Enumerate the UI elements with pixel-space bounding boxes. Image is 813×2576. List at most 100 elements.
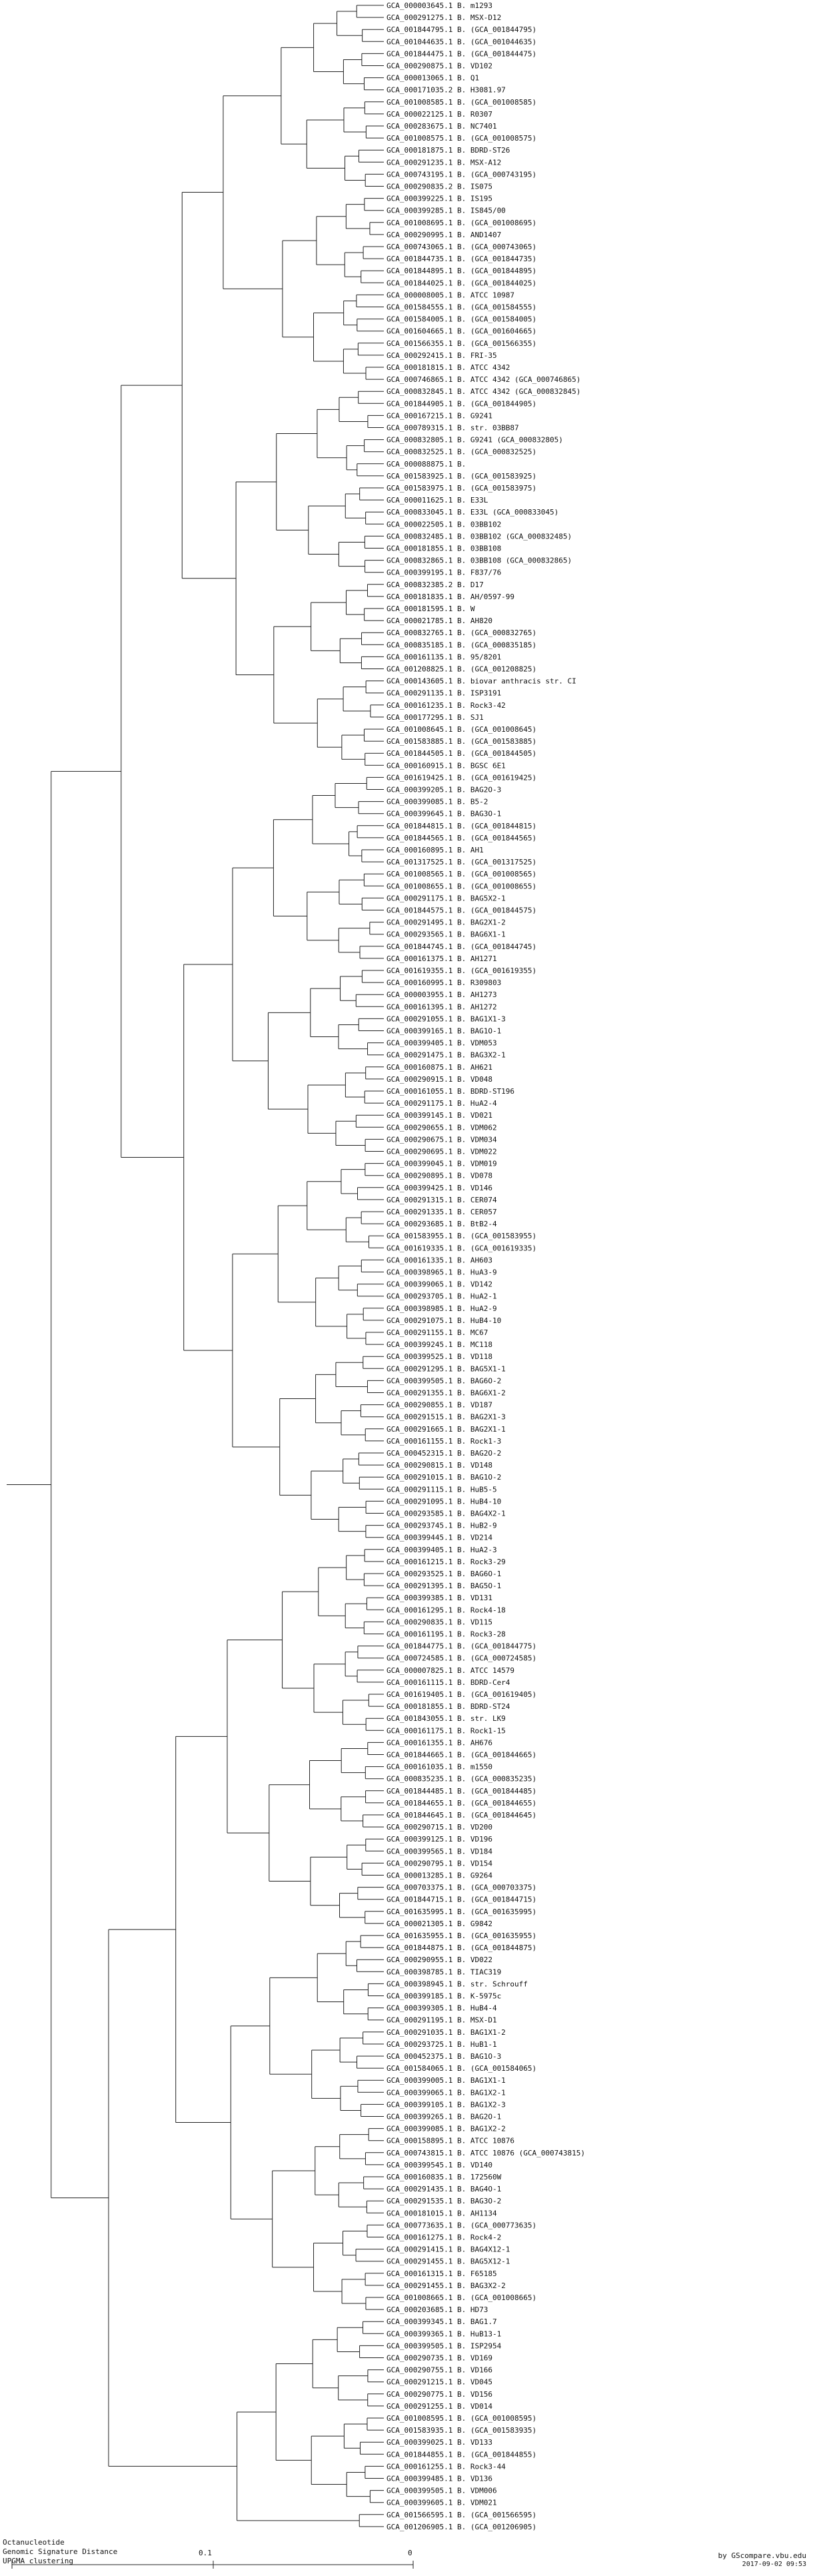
leaf-label: GCA_001844895.1 B. (GCA_001844895) (387, 267, 536, 275)
footer-method-line3: UPGMA clustering (3, 2557, 73, 2565)
leaf-label: GCA_000399065.1 B. VD142 (387, 1280, 492, 1289)
leaf-label: GCA_000399485.1 B. VD136 (387, 2475, 492, 2483)
leaf-label: GCA_001008585.1 B. (GCA_001008585) (387, 98, 536, 107)
leaf-label: GCA_000290915.1 B. VD048 (387, 1075, 492, 1084)
leaf-label: GCA_000291515.1 B. BAG2X1-3 (387, 1413, 506, 1422)
leaf-label: GCA_000835235.1 B. (GCA_000835235) (387, 1775, 536, 1784)
leaf-label: GCA_000160895.1 B. AH1 (387, 846, 484, 854)
leaf-label: GCA_000291055.1 B. BAG1X1-3 (387, 1014, 506, 1023)
leaf-label: GCA_001844905.1 B. (GCA_001844905) (387, 399, 536, 408)
footer-date: 2017-09-02 09:53 (742, 2561, 806, 2568)
leaf-label: GCA_000399405.1 B. HuA2-3 (387, 1546, 497, 1554)
leaf-label: GCA_001619425.1 B. (GCA_001619425) (387, 773, 536, 782)
leaf-label: GCA_000007825.1 B. ATCC 14579 (387, 1666, 514, 1675)
leaf-label: GCA_000003955.1 B. AH1273 (387, 990, 497, 999)
leaf-label: GCA_000291195.1 B. MSX-D1 (387, 2016, 497, 2025)
leaf-label: GCA_000013285.1 B. G9264 (387, 1872, 492, 1880)
distance-axis (11, 2561, 414, 2569)
leaf-label: GCA_000003645.1 B. m1293 (387, 1, 492, 10)
leaf-label: GCA_000398945.1 B. str. Schrouff (387, 1979, 528, 1988)
leaf-label: GCA_001208825.1 B. (GCA_001208825) (387, 665, 536, 674)
leaf-label: GCA_000160835.1 B. 172560W (387, 2173, 502, 2181)
leaf-label: GCA_000161395.1 B. AH1272 (387, 1002, 497, 1011)
leaf-label: GCA_000291015.1 B. BAG1O-2 (387, 1473, 501, 1482)
leaf-label: GCA_000789315.1 B. str. 03BB87 (387, 424, 519, 433)
leaf-label: GCA_000181855.1 B. 03BB108 (387, 545, 501, 553)
leaf-label: GCA_000832485.1 B. 03BB102 (GCA_00083248… (387, 532, 572, 541)
leaf-label: GCA_000290835.2 B. IS075 (387, 183, 492, 191)
leaf-label: GCA_000161355.1 B. AH676 (387, 1738, 492, 1747)
footer-credit: by GScompare.vbu.edu (718, 2551, 806, 2560)
leaf-label: GCA_000832805.1 B. G9241 (GCA_000832805) (387, 436, 563, 445)
leaf-label: GCA_000833045.1 B. E33L (GCA_000833045) (387, 508, 558, 517)
leaf-label: GCA_000290775.1 B. VD156 (387, 2390, 492, 2399)
leaf-label: GCA_001844565.1 B. (GCA_001844565) (387, 834, 536, 842)
leaf-label: GCA_000291455.1 B. BAG3X2-2 (387, 2281, 506, 2290)
leaf-label: GCA_000013065.1 B. Q1 (387, 74, 479, 83)
leaf-label: GCA_001584555.1 B. (GCA_001584555) (387, 303, 536, 312)
leaf-label: GCA_001008565.1 B. (GCA_001008565) (387, 870, 536, 878)
leaf-label: GCA_000291275.1 B. MSX-D12 (387, 13, 501, 22)
footer-method-line1: Octanucleotide (3, 2538, 65, 2547)
leaf-label: GCA_000743065.1 B. (GCA_000743065) (387, 243, 536, 251)
leaf-label: GCA_000399545.1 B. VD140 (387, 2161, 492, 2169)
leaf-label: GCA_000835185.1 B. (GCA_000835185) (387, 641, 536, 649)
leaf-label: GCA_000167215.1 B. G9241 (387, 411, 492, 420)
leaf-label: GCA_001844715.1 B. (GCA_001844715) (387, 1896, 536, 1904)
leaf-label: GCA_000832385.2 B. D17 (387, 581, 484, 589)
leaf-label: GCA_000399205.1 B. BAG2O-3 (387, 786, 501, 794)
leaf-label: GCA_000291435.1 B. BAG4O-1 (387, 2185, 501, 2193)
leaf-label: GCA_000290795.1 B. VD154 (387, 1859, 492, 1868)
leaf-label: GCA_000161155.1 B. Rock1-3 (387, 1437, 501, 1446)
leaf-label: GCA_000399065.1 B. BAG1X2-1 (387, 2088, 506, 2097)
leaf-label: GCA_001008645.1 B. (GCA_001008645) (387, 725, 536, 734)
leaf-label: GCA_000291395.1 B. BAG5O-1 (387, 1582, 501, 1590)
leaf-label: GCA_000290715.1 B. VD200 (387, 1823, 492, 1832)
leaf-label: GCA_000161135.1 B. 95/8201 (387, 652, 501, 661)
leaf-label: GCA_000161235.1 B. Rock3-42 (387, 701, 506, 710)
leaf-label: GCA_000291095.1 B. HuB4-10 (387, 1497, 501, 1506)
leaf-label: GCA_000399505.1 B. ISP2954 (387, 2341, 502, 2350)
leaf-label: GCA_000399085.1 B. BAG1X2-2 (387, 2125, 506, 2133)
dendrogram-branches (7, 5, 384, 2527)
leaf-label: GCA_000290755.1 B. VD166 (387, 2366, 492, 2375)
leaf-label: GCA_000292415.1 B. FRI-35 (387, 351, 497, 360)
leaf-label: GCA_000399265.1 B. BAG2O-1 (387, 2113, 501, 2121)
leaf-label: GCA_000283675.1 B. NC7401 (387, 122, 497, 131)
leaf-label: GCA_000399645.1 B. BAG3O-1 (387, 810, 501, 818)
leaf-label: GCA_000161055.1 B. BDRD-ST196 (387, 1087, 514, 1096)
leaf-label: GCA_000290895.1 B. VD078 (387, 1172, 492, 1180)
leaf-label: GCA_000291075.1 B. HuB4-10 (387, 1316, 501, 1325)
leaf-label: GCA_001008665.1 B. (GCA_001008665) (387, 2293, 536, 2302)
leaf-label: GCA_000291495.1 B. BAG2X1-2 (387, 918, 506, 927)
leaf-label: GCA_001583935.1 B. (GCA_001583935) (387, 2426, 536, 2435)
leaf-label: GCA_000399225.1 B. IS195 (387, 195, 492, 203)
leaf-label: GCA_001635955.1 B. (GCA_001635955) (387, 1932, 536, 1940)
leaf-label: GCA_000181015.1 B. AH1134 (387, 2209, 497, 2217)
leaf-label: GCA_000399045.1 B. VDM019 (387, 1160, 497, 1168)
leaf-label: GCA_000399305.1 B. HuB4-4 (387, 2004, 497, 2013)
leaf-label: GCA_001635995.1 B. (GCA_001635995) (387, 1908, 536, 1916)
leaf-label: GCA_000161115.1 B. BDRD-Cer4 (387, 1678, 510, 1687)
leaf-label: GCA_000291475.1 B. BAG3X2-1 (387, 1051, 506, 1060)
leaf-label: GCA_000399365.1 B. HuB13-1 (387, 2329, 501, 2338)
leaf-label: GCA_000161215.1 B. Rock3-29 (387, 1558, 506, 1566)
leaf-label: GCA_000290995.1 B. AND1407 (387, 231, 501, 239)
leaf-label: GCA_000011625.1 B. E33L (387, 496, 488, 505)
leaf-label: GCA_001844815.1 B. (GCA_001844815) (387, 822, 536, 830)
leaf-label: GCA_000291355.1 B. BAG6X1-2 (387, 1389, 506, 1398)
leaf-label: GCA_001844505.1 B. (GCA_001844505) (387, 749, 536, 758)
leaf-label: GCA_000399145.1 B. VD021 (387, 1111, 492, 1120)
leaf-label: GCA_000021305.1 B. G9842 (387, 1920, 492, 1928)
leaf-label: GCA_000291155.1 B. MC67 (387, 1328, 488, 1337)
leaf-label: GCA_000832525.1 B. (GCA_000832525) (387, 448, 536, 457)
leaf-label: GCA_000832765.1 B. (GCA_000832765) (387, 629, 536, 637)
leaf-label: GCA_000293585.1 B. BAG4X2-1 (387, 1510, 506, 1518)
footer-method-line2: Genomic Signature Distance (3, 2547, 118, 2556)
leaf-label: GCA_000158895.1 B. ATCC 10876 (387, 2137, 514, 2145)
leaf-label: GCA_000291035.1 B. BAG1X1-2 (387, 2028, 506, 2037)
leaf-label: GCA_000021785.1 B. AH820 (387, 617, 492, 625)
leaf-label: GCA_000181835.1 B. AH/0597-99 (387, 593, 514, 601)
leaf-label: GCA_001584065.1 B. (GCA_001584065) (387, 2064, 536, 2073)
leaf-label: GCA_000399005.1 B. BAG1X1-1 (387, 2076, 506, 2085)
